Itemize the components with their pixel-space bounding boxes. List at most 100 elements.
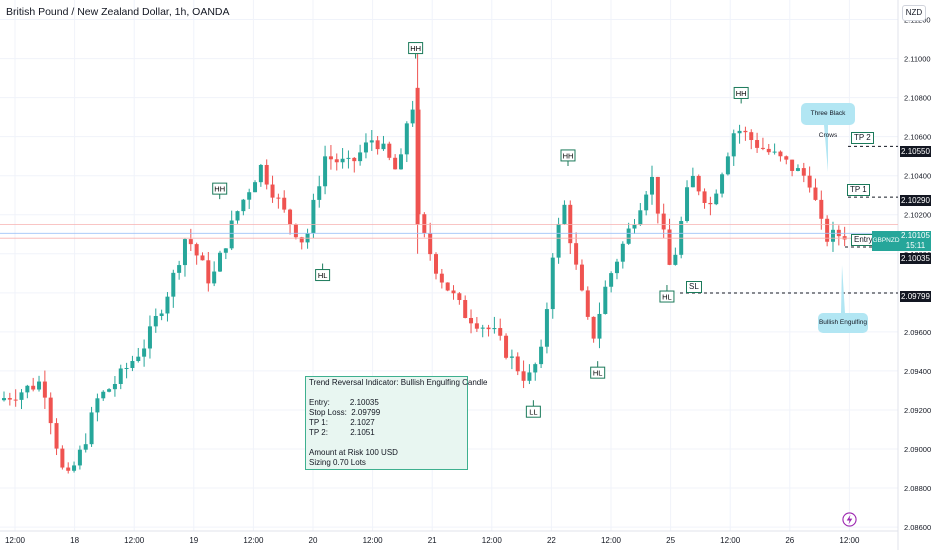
candle-body (200, 255, 205, 261)
candle-body (19, 392, 24, 400)
info-stop-loss: Stop Loss: 2.09799 (309, 408, 381, 417)
candle-body (381, 143, 386, 150)
tp1-label: TP 1 (847, 184, 870, 196)
svg-text:HL: HL (318, 271, 328, 280)
candle-body (288, 209, 293, 225)
svg-text:HH: HH (410, 44, 421, 53)
y-tick-label: 2.09400 (904, 367, 931, 376)
candle-body (807, 175, 812, 188)
candle-body (404, 123, 409, 155)
candle-body (328, 156, 333, 160)
candle-body (118, 368, 123, 385)
candle-body (124, 367, 129, 369)
candle-body (790, 159, 795, 171)
candle-body (743, 130, 748, 133)
candle-body (415, 87, 420, 225)
candle-body (772, 151, 777, 153)
candle-body (48, 397, 53, 424)
candle-body (667, 229, 672, 265)
lightning-icon[interactable] (842, 512, 857, 527)
candle-body (492, 328, 497, 330)
candle-body (685, 187, 690, 222)
candle-body (445, 282, 450, 291)
svg-text:HL: HL (662, 293, 672, 302)
sl-price-tag: 2.09799 (900, 291, 931, 302)
candle-body (655, 176, 660, 214)
info-title: Trend Reversal Indicator: Bullish Engulf… (309, 378, 488, 387)
candle-body (25, 385, 30, 393)
candle-body (533, 364, 538, 373)
symbol-tag: GBPNZD (872, 231, 900, 251)
candle-body (434, 254, 439, 274)
y-tick-label: 2.09000 (904, 445, 931, 454)
x-tick-label: 12:00 (363, 536, 384, 545)
candle-body (7, 398, 12, 400)
x-tick-label: 12:00 (482, 536, 503, 545)
candle-body (562, 204, 567, 224)
candle-body (620, 243, 625, 262)
swing-label: HH (560, 149, 576, 166)
candle-body (247, 192, 252, 200)
candle-body (504, 335, 509, 358)
y-tick-label: 2.10400 (904, 172, 931, 181)
candle-body (83, 444, 88, 450)
candle-body (644, 194, 649, 211)
y-tick-label: 2.08800 (904, 484, 931, 493)
candle-body (451, 290, 456, 294)
candle-body (142, 348, 147, 357)
candle-body (229, 220, 234, 249)
three-black-crows-callout: Three Black Crows (801, 103, 855, 139)
candle-body (410, 109, 415, 124)
candle-body (147, 326, 152, 349)
candle-body (31, 385, 36, 390)
y-tick-label: 2.10800 (904, 94, 931, 103)
candle-body (171, 272, 176, 297)
candle-body (766, 148, 771, 153)
candle-body (731, 133, 736, 157)
candle-body (270, 184, 275, 198)
candle-body (480, 327, 485, 329)
candle-body (212, 271, 217, 284)
candle-body (591, 316, 596, 339)
candle-body (638, 210, 643, 225)
candle-body (702, 191, 707, 203)
candle-body (253, 182, 258, 193)
candle-body (317, 186, 322, 200)
candle-body (282, 197, 287, 210)
candle-body (801, 168, 806, 176)
candle-body (760, 147, 765, 149)
candle-body (830, 229, 835, 242)
trade-info-box: Trend Reversal Indicator: Bullish Engulf… (305, 376, 488, 470)
candle-body (182, 239, 187, 266)
candle-body (334, 159, 339, 163)
sl-label: SL (686, 281, 702, 293)
x-tick-label: 20 (309, 536, 318, 545)
candle-body (54, 423, 59, 449)
candle-body (276, 197, 281, 199)
candle-body (77, 449, 82, 466)
currency-selector[interactable]: NZD (902, 5, 926, 21)
x-tick-label: 21 (428, 536, 437, 545)
tp2-label: TP 2 (851, 132, 874, 144)
y-tick-label: 2.09600 (904, 328, 931, 337)
candle-body (603, 286, 608, 314)
candle-body (457, 293, 462, 301)
candle-body (784, 156, 789, 160)
candle-body (544, 309, 549, 347)
candle-body (223, 248, 228, 253)
info-tp1: TP 1: 2.1027 (309, 418, 375, 427)
info-entry: Entry: 2.10035 (309, 398, 379, 407)
candle-body (609, 273, 614, 287)
candle-body (556, 223, 561, 258)
candle-body (632, 224, 637, 229)
candle-body (235, 211, 240, 221)
candle-body (509, 356, 514, 358)
current-price: 2.10105 (901, 231, 930, 240)
swing-label: HL (659, 285, 675, 303)
candle-body (206, 260, 211, 284)
x-tick-label: 12:00 (601, 536, 622, 545)
callout-pointer (841, 265, 845, 313)
candle-body (107, 389, 112, 392)
chart-title: British Pound / New Zealand Dollar, 1h, … (6, 6, 230, 18)
x-tick-label: 18 (70, 536, 79, 545)
